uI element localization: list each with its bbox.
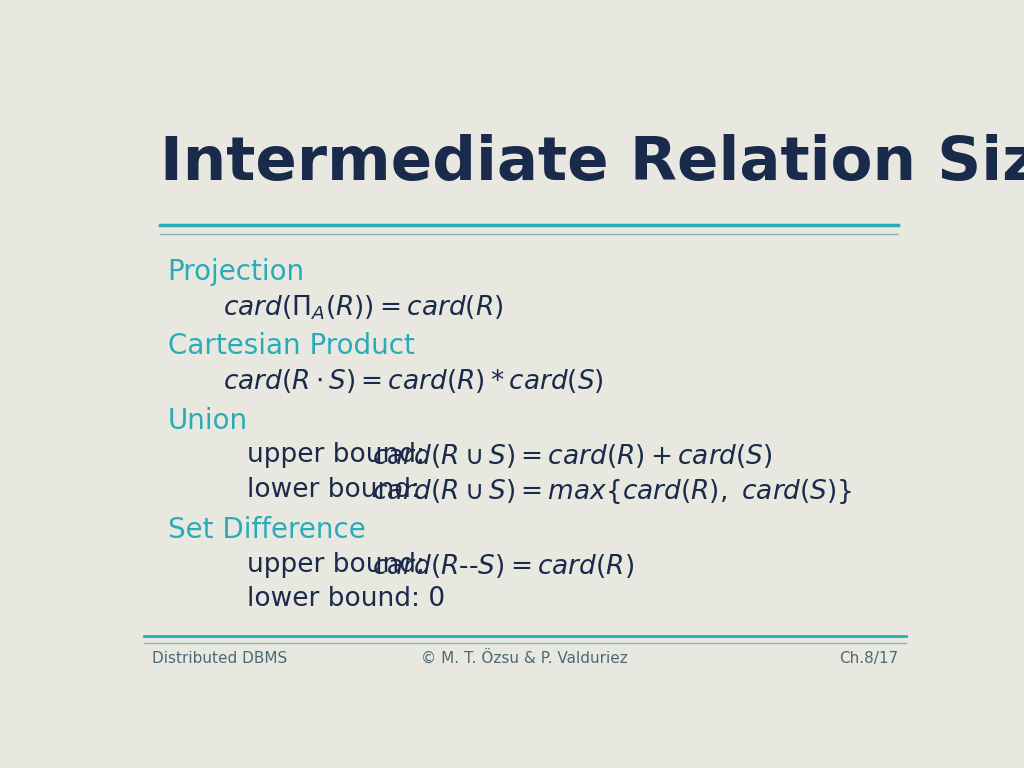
Text: Distributed DBMS: Distributed DBMS — [152, 651, 287, 666]
Text: upper bound:: upper bound: — [247, 551, 433, 578]
Text: lower bound: 0: lower bound: 0 — [247, 586, 445, 612]
Text: upper bound:: upper bound: — [247, 442, 433, 468]
Text: $card(R \cup S) = max\{card(R),\ card(S)\}$: $card(R \cup S) = max\{card(R),\ card(S)… — [373, 476, 853, 505]
Text: Set Difference: Set Difference — [168, 516, 366, 545]
Text: Union: Union — [168, 407, 248, 435]
Text: $card(R \cup S) = card(R) + card(S)$: $card(R \cup S) = card(R) + card(S)$ — [373, 442, 773, 470]
Text: Projection: Projection — [168, 258, 305, 286]
Text: © M. T. Özsu & P. Valduriez: © M. T. Özsu & P. Valduriez — [422, 651, 628, 666]
Text: Intermediate Relation Sizes: Intermediate Relation Sizes — [160, 134, 1024, 193]
Text: $card(\Pi_A(R))=card(R)$: $card(\Pi_A(R))=card(R)$ — [223, 293, 504, 322]
Text: lower bound:: lower bound: — [247, 476, 428, 502]
Text: Ch.8/17: Ch.8/17 — [839, 651, 898, 666]
Text: $card(R \cdot S) = card(R) * card(S)$: $card(R \cdot S) = card(R) * card(S)$ — [223, 367, 604, 396]
Text: $card(R\text{--}S) = card(R)$: $card(R\text{--}S) = card(R)$ — [373, 551, 635, 580]
Text: Cartesian Product: Cartesian Product — [168, 332, 415, 359]
